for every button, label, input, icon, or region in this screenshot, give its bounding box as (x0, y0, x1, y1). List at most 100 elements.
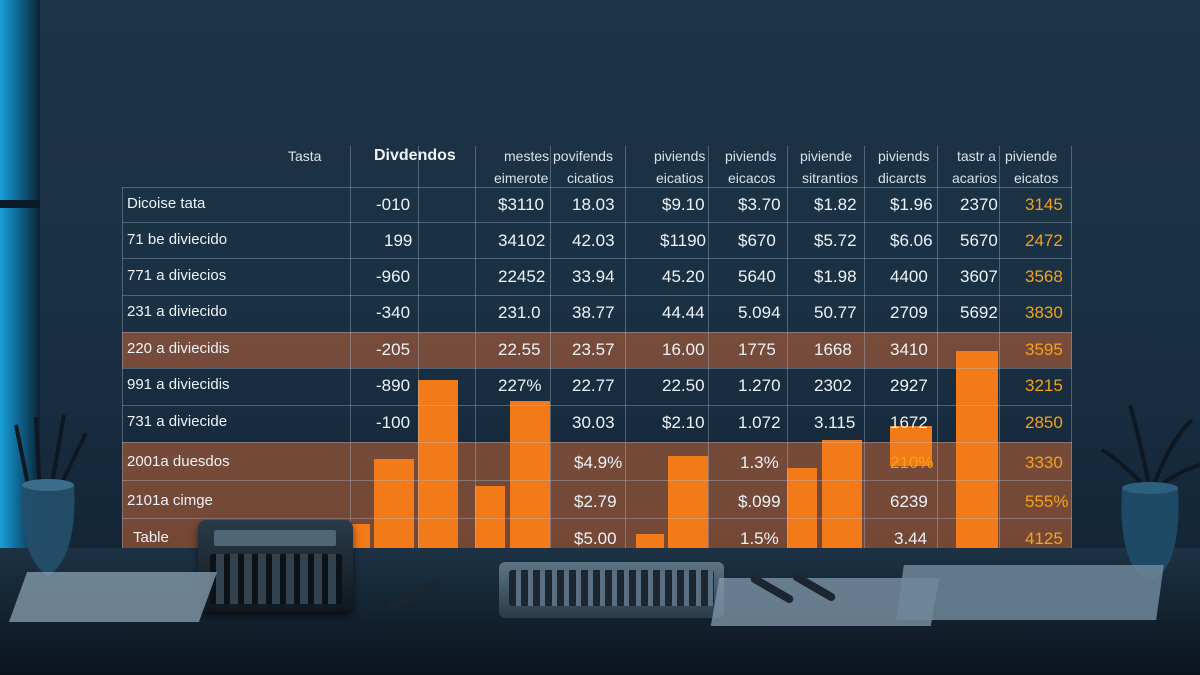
table-cell: 2302 (814, 376, 852, 395)
table-cell: -340 (376, 303, 411, 322)
table-cell: 2370 (960, 195, 998, 214)
window-mullion (0, 200, 40, 208)
table-cell: 3607 (960, 267, 998, 286)
row-label: Dicoise tata (127, 195, 206, 212)
table-cell: 3410 (890, 340, 928, 359)
table-cell: 3.115 (814, 413, 856, 432)
calculator (198, 520, 353, 612)
table-cell: $5.00 (574, 529, 617, 548)
highlight-band (122, 332, 1072, 368)
header-cell: dicarcts (878, 170, 927, 186)
table-cell: 4125 (1025, 529, 1063, 548)
table-cell: 38.77 (572, 303, 615, 322)
table-cell: 22.77 (572, 376, 615, 395)
table-cell: 5692 (960, 303, 998, 322)
table-cell: 34102 (498, 231, 546, 250)
table-cell: 44.44 (662, 303, 705, 322)
row-label: 231 a diviecido (127, 303, 228, 320)
bar (890, 426, 932, 466)
table-cell: 2850 (1025, 413, 1063, 432)
bar (418, 380, 458, 550)
table-cell: $3110 (498, 195, 545, 214)
table-cell: $9.10 (662, 195, 705, 214)
table-cell: 199 (384, 231, 413, 250)
table-cell: 3330 (1025, 453, 1063, 472)
table-cell: 1672 (890, 413, 928, 432)
table-cell: $1190 (660, 231, 707, 250)
table-cell: 227% (498, 376, 542, 395)
table-cell: -960 (376, 267, 411, 286)
table-cell: -100 (376, 413, 411, 432)
header-cell: Tasta (288, 148, 322, 164)
table-cell: 5670 (960, 231, 998, 250)
table-cell: 33.94 (572, 267, 615, 286)
table-cell: 2927 (890, 376, 928, 395)
bar (350, 524, 370, 550)
bar (636, 534, 664, 550)
table-cell: $1.96 (890, 195, 933, 214)
table-cell: 22.50 (662, 376, 705, 395)
table-cell: 1668 (814, 340, 852, 359)
row-label: Table (133, 529, 169, 546)
table-cell: 16.00 (662, 340, 705, 359)
row-label: 2001a duesdos (127, 453, 230, 470)
bar (822, 440, 862, 550)
table-cell: $6.06 (890, 231, 933, 250)
header-cell: sitrantios (802, 170, 859, 186)
table-cell: 50.77 (814, 303, 857, 322)
table-cell: 3.44 (894, 529, 928, 548)
keyboard-keys (509, 570, 714, 606)
row-label: 991 a diviecidis (127, 376, 230, 393)
row-label: 2101a cimge (127, 492, 213, 509)
header-cell: piviends (654, 148, 706, 164)
paper-stack (8, 572, 218, 622)
header-cell: eicacos (728, 170, 776, 186)
row-label: 731 a diviecide (127, 413, 228, 430)
table-cell: $2.10 (662, 413, 705, 432)
table-cell: 1.3% (740, 453, 779, 472)
pencil-cup-icon (14, 414, 88, 577)
table-cell: -205 (376, 340, 411, 359)
table-cell: $2.79 (574, 492, 617, 511)
dividend-table-board: Tasta Divdendos mestes povifends eimerot… (122, 146, 1072, 550)
notebook (896, 565, 1164, 620)
table-cell: 1.5% (740, 529, 779, 548)
table-cell: 42.03 (572, 231, 615, 250)
header-cell: eimerote (494, 170, 549, 186)
table-cell: 1.072 (738, 413, 781, 432)
header-cell: piviends (725, 148, 777, 164)
table-cell: 30.03 (572, 413, 615, 432)
table-cell: 3215 (1025, 376, 1063, 395)
table-cell: 22452 (498, 267, 546, 286)
table-cell: 555% (1025, 492, 1069, 511)
table-cell: 210% (890, 453, 934, 472)
header-cell: piviends (878, 148, 930, 164)
table-cell: 23.57 (572, 340, 615, 359)
header-cell: Divdendos (374, 147, 456, 164)
row-label: 220 a diviecidis (127, 340, 230, 357)
table-cell: 5.094 (738, 303, 781, 322)
table-cell: $.099 (738, 492, 781, 511)
table-cell: 1775 (738, 340, 776, 359)
table-cell: -890 (376, 376, 411, 395)
header-cell: acarios (952, 170, 998, 186)
header-cell: mestes povifends (504, 148, 613, 164)
header-cell: eicatios (656, 170, 704, 186)
table-cell: 5640 (738, 267, 776, 286)
bar (956, 351, 998, 550)
table-cell: $1.82 (814, 195, 857, 214)
table-cell: 18.03 (572, 195, 615, 214)
table-cell: 2709 (890, 303, 928, 322)
header-cell: piviende (1005, 148, 1058, 164)
calculator-screen (214, 530, 336, 546)
plant-icon (1101, 404, 1200, 580)
table-cell: 45.20 (662, 267, 705, 286)
table-cell: 1.270 (738, 376, 781, 395)
header-cell: eicatos (1014, 170, 1059, 186)
table-cell: $4.9% (574, 453, 623, 472)
table-cell: 3145 (1025, 195, 1063, 214)
table-cell: 231.0 (498, 303, 541, 322)
table-cell: 22.55 (498, 340, 541, 359)
header-cell: tastr a (957, 148, 996, 164)
row-label: 771 a diviecios (127, 267, 227, 284)
